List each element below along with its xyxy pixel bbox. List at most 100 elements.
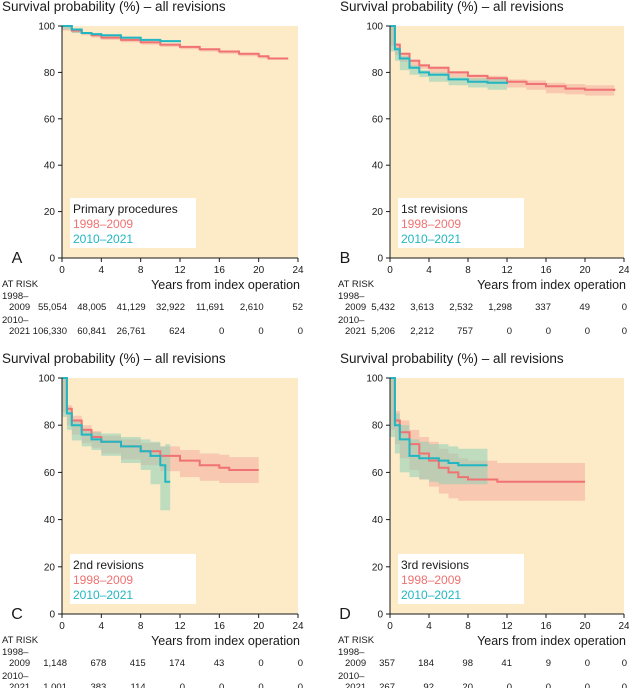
legend-entry-1998-2009: 1998–2009 — [73, 217, 133, 231]
y-tick-label: 100 — [366, 374, 383, 385]
x-tick-label: 24 — [292, 621, 304, 632]
survival-line-2010-2021 — [62, 25, 181, 43]
x-tick-label: 4 — [99, 265, 105, 276]
x-tick-label: 8 — [138, 621, 144, 632]
x-tick-label: 16 — [214, 265, 226, 276]
at-risk-value: 2,212 — [410, 326, 434, 337]
survival-line-2010-2021 — [390, 25, 508, 84]
at-risk-period-start: 2010– — [2, 671, 29, 682]
at-risk-value: 0 — [585, 658, 590, 669]
at-risk-value: 415 — [130, 658, 146, 669]
at-risk-value: 49 — [579, 302, 590, 313]
legend-title: 3rd revisions — [401, 558, 469, 572]
x-tick-label: 0 — [387, 265, 393, 276]
at-risk-value: 0 — [507, 326, 512, 337]
at-risk-period-start: 2010– — [338, 671, 365, 682]
x-tick-label: 12 — [501, 265, 513, 276]
confidence-band-2010-2021 — [390, 378, 488, 485]
y-tick-label: 80 — [44, 68, 56, 79]
at-risk-value: 0 — [622, 658, 627, 669]
at-risk-value: 114 — [131, 682, 146, 688]
legend-entry-2010-2021: 2010–2021 — [73, 588, 133, 602]
at-risk-value: 0 — [546, 682, 551, 688]
at-risk-value: 0 — [585, 682, 590, 688]
x-tick-label: 12 — [174, 621, 186, 632]
at-risk-value: 2,532 — [449, 302, 473, 313]
y-tick-label: 40 — [372, 161, 384, 172]
at-risk-value: 267 — [379, 682, 395, 688]
x-tick-label: 4 — [426, 265, 432, 276]
legend-entry-2010-2021: 2010–2021 — [73, 232, 133, 246]
at-risk-period-start: 1998– — [338, 291, 365, 302]
at-risk-header: AT RISK — [338, 279, 375, 290]
at-risk-value: 0 — [507, 682, 512, 688]
at-risk-value: 1,298 — [488, 302, 512, 313]
panel-letter: A — [12, 250, 23, 267]
at-risk-value: 48,005 — [77, 302, 106, 313]
x-tick-label: 0 — [59, 265, 65, 276]
y-tick-label: 80 — [372, 68, 384, 79]
at-risk-period-start: 1998– — [338, 647, 365, 658]
y-tick-label: 40 — [372, 515, 384, 526]
y-tick-label: 40 — [44, 161, 56, 172]
x-axis-label: Years from index operation — [477, 634, 626, 648]
x-tick-label: 20 — [579, 265, 591, 276]
at-risk-value: 0 — [258, 682, 263, 688]
y-tick-label: 100 — [38, 374, 55, 385]
panel-letter: D — [339, 606, 351, 623]
at-risk-value: 92 — [423, 682, 434, 688]
at-risk-value: 1,148 — [43, 658, 67, 669]
x-tick-label: 0 — [387, 621, 393, 632]
at-risk-value: 0 — [298, 682, 303, 688]
x-tick-label: 12 — [501, 621, 513, 632]
at-risk-header: AT RISK — [2, 635, 39, 646]
at-risk-period-end: 2009 — [9, 302, 30, 313]
at-risk-value: 757 — [457, 326, 473, 337]
chart-panel-d: Survival probability (%) – all revisions… — [338, 351, 629, 688]
at-risk-period-end: 2021 — [9, 682, 30, 688]
legend-title: 1st revisions — [401, 202, 468, 216]
survival-line-2010-2021 — [62, 377, 171, 483]
y-tick-label: 20 — [372, 207, 384, 218]
y-tick-label: 0 — [377, 610, 383, 621]
x-tick-label: 0 — [59, 621, 65, 632]
at-risk-value: 9 — [546, 658, 551, 669]
at-risk-value: 337 — [535, 302, 551, 313]
at-risk-value: 5,206 — [371, 326, 395, 337]
at-risk-period-start: 2010– — [2, 315, 29, 326]
confidence-band-2010-2021 — [62, 378, 171, 511]
at-risk-value: 55,054 — [38, 302, 67, 313]
legend-title: Primary procedures — [73, 202, 178, 216]
legend-box — [398, 554, 524, 604]
y-tick-label: 80 — [44, 421, 56, 432]
x-tick-label: 16 — [214, 621, 226, 632]
x-tick-label: 24 — [292, 265, 304, 276]
at-risk-value: 624 — [169, 326, 185, 337]
x-tick-label: 24 — [618, 265, 629, 276]
y-tick-label: 20 — [44, 562, 56, 573]
at-risk-value: 1,001 — [43, 682, 67, 688]
y-tick-label: 0 — [49, 610, 55, 621]
x-axis-label: Years from index operation — [477, 278, 626, 292]
at-risk-value: 41,129 — [117, 302, 146, 313]
at-risk-header: AT RISK — [338, 635, 375, 646]
at-risk-value: 0 — [298, 658, 303, 669]
y-tick-label: 60 — [44, 468, 56, 479]
at-risk-period-end: 2009 — [345, 302, 366, 313]
at-risk-period-start: 2010– — [338, 315, 365, 326]
chart-panel-a: Survival probability (%) – all revisions… — [2, 0, 304, 337]
at-risk-value: 5,432 — [371, 302, 395, 313]
at-risk-value: 2,610 — [240, 302, 264, 313]
legend-entry-1998-2009: 1998–2009 — [401, 573, 461, 587]
x-tick-label: 4 — [426, 621, 432, 632]
legend-entry-2010-2021: 2010–2021 — [401, 588, 461, 602]
at-risk-period-end: 2009 — [9, 658, 30, 669]
survival-line-2010-2021 — [390, 377, 488, 467]
at-risk-value: 0 — [622, 682, 627, 688]
at-risk-value: 184 — [418, 658, 434, 669]
panel-letter: B — [340, 250, 351, 267]
at-risk-value: 98 — [462, 658, 473, 669]
at-risk-value: 26,761 — [117, 326, 146, 337]
panel-letter: C — [11, 606, 23, 623]
x-tick-label: 8 — [465, 621, 471, 632]
